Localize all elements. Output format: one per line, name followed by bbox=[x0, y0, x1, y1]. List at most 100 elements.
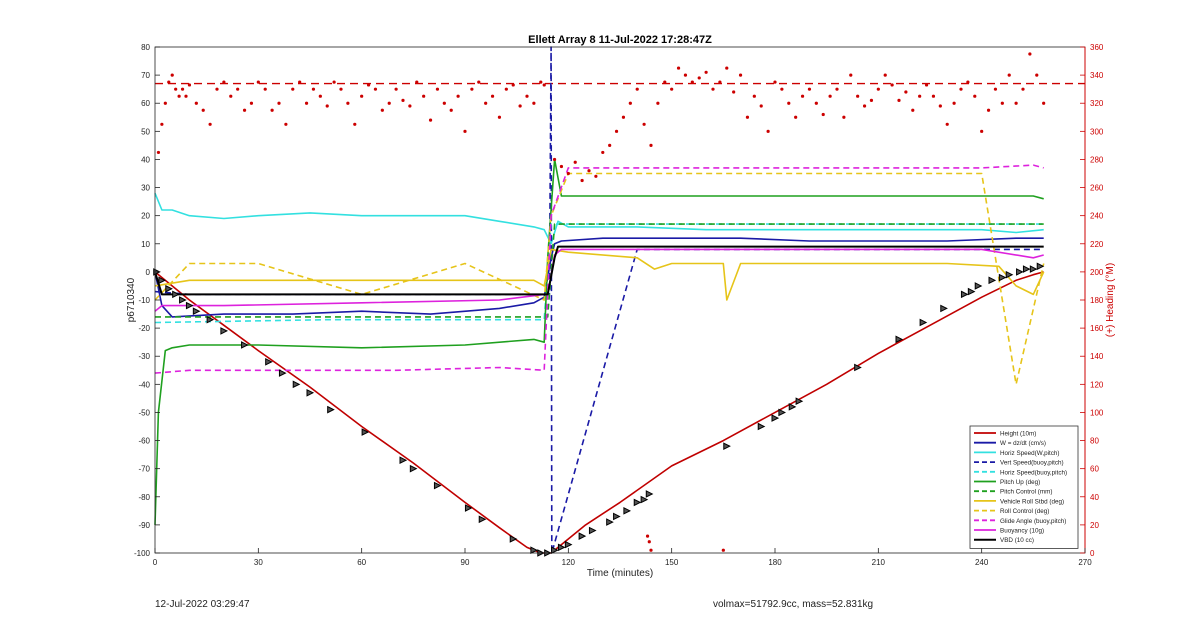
x-tick-label: 270 bbox=[1078, 558, 1092, 567]
heading-point bbox=[697, 76, 701, 80]
y-tick-label: -50 bbox=[138, 408, 150, 417]
heading-point bbox=[828, 94, 832, 98]
vbd-marker bbox=[757, 422, 766, 431]
heading-point bbox=[552, 157, 557, 162]
heading-point bbox=[1042, 101, 1046, 105]
heading-point bbox=[484, 101, 488, 105]
vbd-marker bbox=[1029, 265, 1038, 273]
y2-tick-label: 180 bbox=[1090, 296, 1104, 305]
heading-point bbox=[177, 94, 181, 98]
heading-point bbox=[366, 83, 371, 87]
heading-point bbox=[656, 101, 660, 105]
heading-point bbox=[270, 108, 274, 112]
vbd-marker bbox=[771, 414, 780, 422]
heading-point bbox=[415, 80, 419, 84]
vbd-marker bbox=[967, 287, 976, 296]
heading-point bbox=[608, 143, 612, 147]
vbd-marker bbox=[564, 540, 573, 549]
heading-point bbox=[814, 101, 818, 105]
y-axis-label: p6710340 bbox=[126, 277, 137, 322]
heading-point bbox=[332, 80, 336, 84]
y2-tick-label: 340 bbox=[1090, 71, 1104, 80]
chart-title: Ellett Array 8 11-Jul-2022 17:28:47Z bbox=[528, 34, 712, 46]
y-tick-label: 40 bbox=[141, 155, 150, 164]
heading-outlier-point bbox=[647, 540, 651, 544]
vbd-marker bbox=[185, 301, 194, 310]
heading-point bbox=[580, 178, 584, 183]
heading-point bbox=[525, 94, 529, 98]
heading-point bbox=[456, 94, 460, 98]
vbd-marker bbox=[919, 318, 928, 327]
vbd-marker bbox=[192, 307, 201, 316]
y2-tick-label: 100 bbox=[1090, 408, 1104, 417]
x-tick-label: 210 bbox=[872, 558, 886, 567]
series-line-6 bbox=[155, 223, 1044, 318]
heading-point bbox=[849, 73, 853, 77]
vbd-marker bbox=[530, 546, 539, 554]
heading-point bbox=[353, 122, 357, 126]
heading-point bbox=[952, 101, 956, 105]
y2-tick-label: 120 bbox=[1090, 380, 1104, 389]
heading-point bbox=[435, 87, 440, 91]
heading-point bbox=[980, 129, 984, 133]
x-tick-label: 90 bbox=[461, 558, 470, 567]
vbd-marker bbox=[292, 380, 301, 389]
heading-point bbox=[821, 112, 825, 117]
heading-point bbox=[938, 104, 942, 108]
heading-point bbox=[904, 90, 908, 94]
heading-point bbox=[298, 80, 302, 84]
x-tick-label: 150 bbox=[665, 558, 679, 567]
heading-point bbox=[170, 73, 174, 77]
vbd-marker bbox=[220, 327, 229, 335]
heading-point bbox=[614, 129, 619, 133]
heading-point bbox=[587, 169, 591, 173]
y-tick-label: 20 bbox=[141, 212, 150, 221]
heading-point bbox=[766, 129, 770, 133]
heading-point bbox=[242, 108, 247, 112]
vbd-marker bbox=[433, 481, 442, 490]
axes-layer: 0 30 60 90 120 150 180 210 240 270-100-90-80-70-6… bbox=[134, 43, 1104, 567]
heading-point bbox=[732, 90, 736, 94]
series-line-5 bbox=[154, 158, 1044, 525]
y2-axis-label: (+) Heading (°M) bbox=[1105, 263, 1116, 337]
legend-label-7: Vehicle Roll Stbd (deg) bbox=[1000, 498, 1064, 505]
heading-point bbox=[1021, 87, 1025, 91]
series-line-0 bbox=[154, 271, 1044, 554]
heading-point bbox=[215, 87, 219, 91]
vbd-marker bbox=[399, 456, 408, 465]
y-tick-label: 70 bbox=[141, 71, 150, 80]
heading-point bbox=[835, 87, 839, 91]
vbd-marker bbox=[327, 405, 335, 414]
heading-point bbox=[842, 115, 846, 119]
y2-tick-label: 360 bbox=[1090, 43, 1104, 52]
y-tick-label: 60 bbox=[141, 99, 150, 108]
vbd-marker bbox=[241, 341, 249, 349]
heading-point bbox=[918, 94, 922, 98]
vbd-marker bbox=[551, 546, 559, 554]
y-tick-label: -70 bbox=[138, 465, 150, 474]
heading-point bbox=[883, 73, 887, 77]
heading-point bbox=[477, 80, 481, 84]
heading-point bbox=[291, 87, 295, 91]
vbd-marker bbox=[557, 543, 566, 552]
x-tick-label: 30 bbox=[254, 558, 263, 567]
heading-point bbox=[787, 101, 791, 105]
heading-point bbox=[542, 83, 546, 87]
legend-label-10: Buoyancy (10g) bbox=[1000, 528, 1044, 535]
heading-point bbox=[360, 94, 364, 98]
vbd-marker bbox=[179, 296, 187, 304]
heading-point bbox=[621, 115, 626, 119]
heading-point bbox=[263, 87, 267, 91]
y2-tick-label: 280 bbox=[1090, 155, 1104, 164]
x-tick-label: 120 bbox=[562, 558, 576, 567]
heading-point bbox=[174, 87, 178, 91]
heading-point bbox=[800, 94, 805, 98]
vbd-marker bbox=[960, 290, 969, 299]
y2-tick-label: 140 bbox=[1090, 352, 1104, 361]
heading-point bbox=[725, 66, 729, 70]
vbd-marker bbox=[854, 363, 862, 372]
heading-point bbox=[683, 73, 688, 77]
heading-point bbox=[635, 87, 639, 91]
y2-tick-label: 80 bbox=[1090, 437, 1099, 446]
